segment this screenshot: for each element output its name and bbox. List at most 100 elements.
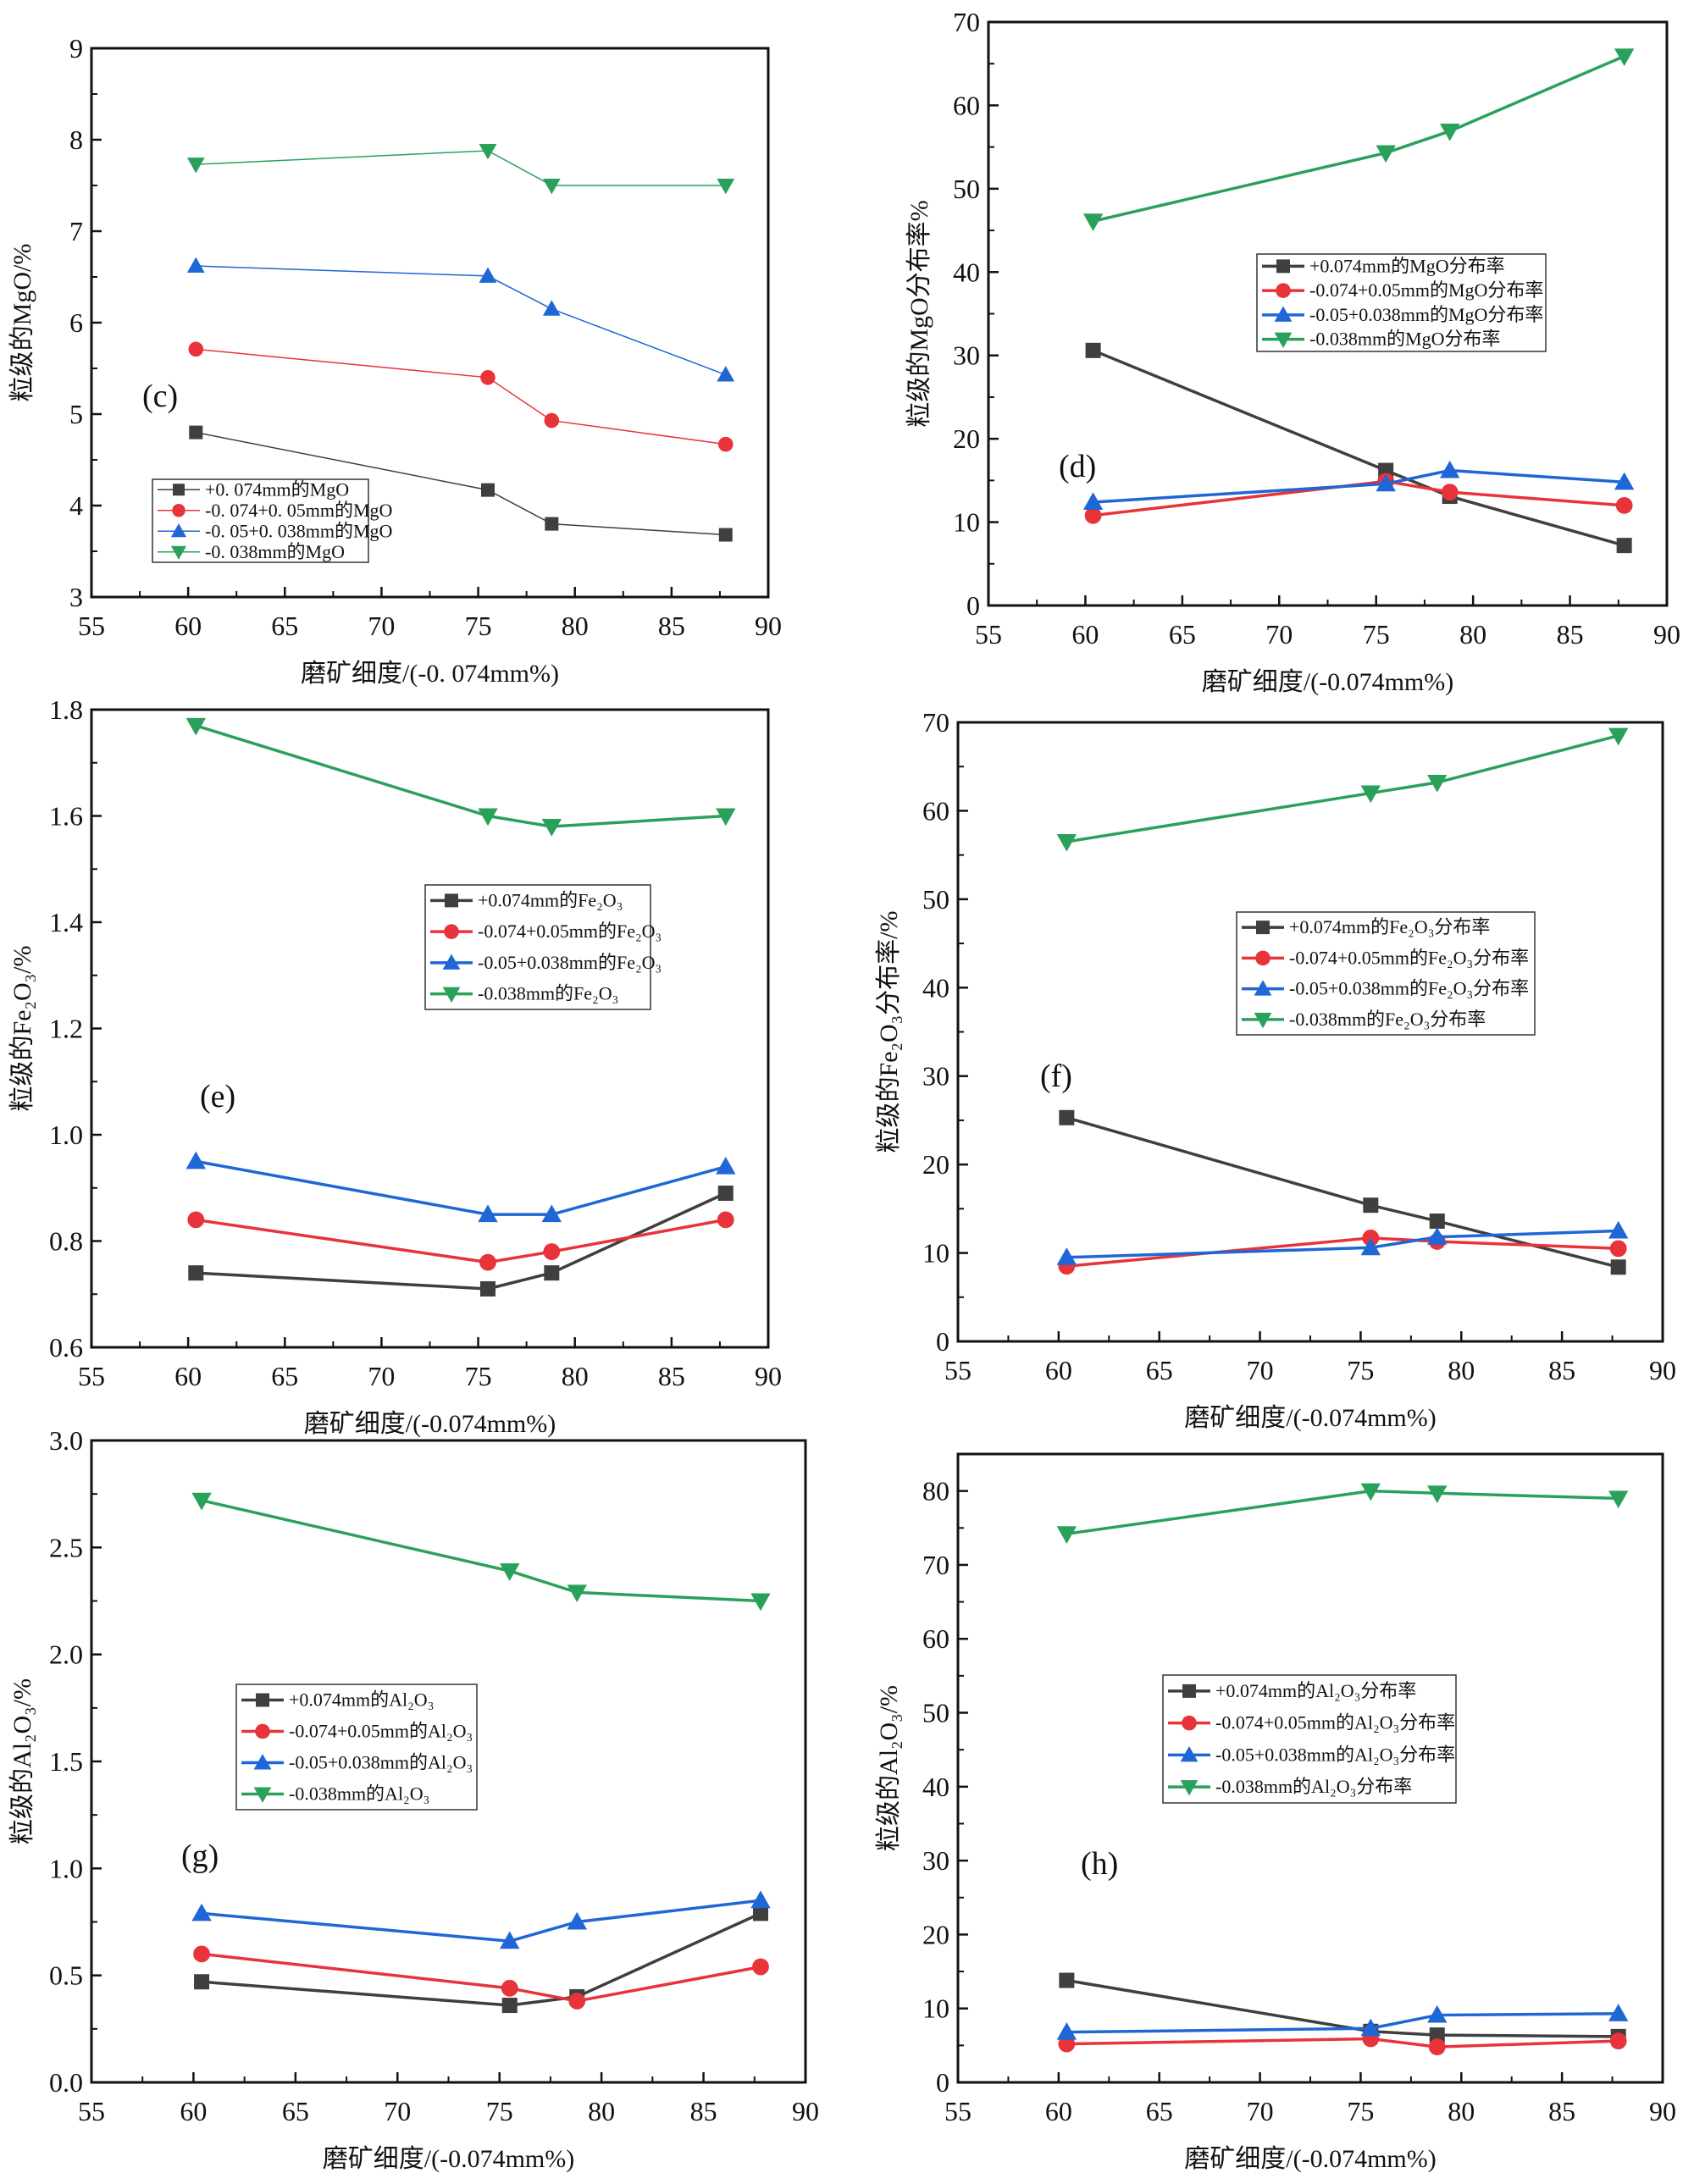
- y-tick-label: 40: [922, 1772, 949, 1802]
- data-point: [1614, 472, 1635, 490]
- data-point: [186, 158, 205, 174]
- legend-entry: -0.074+0.05mm的Al₂O₃分布率: [1215, 1712, 1455, 1733]
- y-tick-label: 30: [922, 1845, 949, 1876]
- legend-box: [235, 1684, 478, 1811]
- data-point: [1059, 1109, 1075, 1125]
- x-tick-label: 70: [1247, 2096, 1274, 2126]
- data-point: [752, 1958, 769, 1976]
- data-point: [501, 1979, 518, 1997]
- y-tick-label: 3: [69, 582, 83, 612]
- legend: +0.074mm的Al₂O₃分布率 -0.074+0.05mm的Al₂O₃分布率 -…: [1162, 1674, 1457, 1804]
- y-tick-label: 0.6: [49, 1332, 83, 1363]
- legend: +0. 074mm的MgO-0. 074+0. 05mm的MgO-0. 05+0…: [152, 478, 392, 563]
- data-point: [1360, 2018, 1381, 2037]
- data-point: [480, 483, 495, 497]
- data-point: [544, 1265, 560, 1281]
- series-line-3: [196, 150, 726, 186]
- data-point: [717, 1211, 734, 1229]
- legend-marker: [1182, 1684, 1196, 1698]
- x-tick-label: 55: [944, 2096, 972, 2126]
- legend-entry: -0.074+0.05mm的Al₂O₃: [289, 1721, 473, 1742]
- legend-entry: -0.05+0.038mm的MgO分布率: [1309, 304, 1543, 325]
- y-tick-label: 10: [922, 1238, 949, 1269]
- data-point: [1608, 2004, 1629, 2021]
- legend: +0.074mm的MgO分布率 -0.074+0.05mm的MgO分布率 -0.05…: [1256, 253, 1547, 352]
- x-axis-title: 磨矿细度/(-0.074mm%): [1184, 1404, 1436, 1432]
- legend-marker: [1182, 1715, 1197, 1731]
- x-tick-label: 90: [755, 611, 782, 641]
- panel-label: (e): [200, 1079, 235, 1114]
- series-line-0: [1066, 1978, 1619, 2038]
- data-point: [545, 517, 559, 531]
- series-line-2: [196, 265, 727, 376]
- y-axis-title: 粒级的Fe₂O₃分布率/%: [875, 911, 903, 1153]
- x-tick-label: 65: [1169, 619, 1196, 650]
- x-tick-label: 85: [658, 1361, 685, 1391]
- panel-label: (g): [181, 1838, 219, 1874]
- y-tick-label: 1.0: [49, 1853, 83, 1883]
- legend-marker: [444, 924, 459, 939]
- legend-marker: [1276, 283, 1291, 298]
- x-tick-label: 90: [1649, 2096, 1676, 2126]
- x-axis-title: 磨矿细度/(-0.074mm%): [304, 1410, 556, 1438]
- data-point: [479, 1280, 495, 1297]
- data-point: [1427, 1485, 1448, 1503]
- x-tick-label: 60: [180, 2096, 207, 2126]
- legend-entry: -0.038mm的Fe₂O₃: [478, 983, 618, 1004]
- legend-box: [1236, 911, 1536, 1036]
- data-point: [717, 436, 734, 452]
- x-tick-label: 85: [1557, 619, 1584, 650]
- legend-marker: [1256, 921, 1270, 935]
- series-line-1: [196, 1218, 727, 1264]
- legend-marker: [172, 504, 185, 517]
- data-point: [1360, 1483, 1381, 1501]
- legend-marker: [1180, 1745, 1199, 1762]
- panel-label: (h): [1081, 1846, 1118, 1882]
- x-tick-label: 85: [1548, 2096, 1575, 2126]
- series-line-0: [1092, 349, 1625, 547]
- y-axis-title: 粒级的MgO分布率%: [905, 200, 933, 427]
- data-point: [1056, 2021, 1077, 2040]
- data-point: [185, 1151, 206, 1169]
- x-tick-label: 75: [1363, 619, 1390, 650]
- y-tick-label: 20: [922, 1919, 949, 1949]
- panel-label: (d): [1059, 449, 1096, 484]
- legend-entry: -0.05+0.038mm的Al₂O₃分布率: [1215, 1744, 1455, 1765]
- data-point: [501, 1998, 518, 2014]
- data-point: [191, 1903, 212, 1921]
- y-tick-label: 1.0: [49, 1120, 83, 1150]
- legend-entry: -0.05+0.038mm的Fe₂O₃分布率: [1289, 978, 1529, 999]
- legend-entry: -0. 05+0. 038mm的MgO: [205, 520, 392, 541]
- legend-marker: [255, 1723, 270, 1739]
- x-tick-label: 80: [562, 1361, 589, 1391]
- y-tick-label: 60: [922, 795, 949, 826]
- data-point: [1428, 2038, 1446, 2055]
- x-tick-label: 60: [1045, 1355, 1072, 1385]
- x-tick-label: 65: [271, 1361, 298, 1391]
- x-axis-title: 磨矿细度/(-0.074mm%): [323, 2145, 574, 2173]
- legend-entry: +0.074mm的Al₂O₃分布率: [1215, 1680, 1416, 1701]
- data-point: [567, 1911, 587, 1930]
- legend-marker: [1254, 1012, 1272, 1029]
- x-tick-label: 80: [562, 611, 589, 641]
- data-point: [191, 1492, 212, 1511]
- legend-marker: [442, 954, 461, 970]
- legend-marker: [1274, 306, 1293, 322]
- y-tick-label: 2.0: [49, 1639, 83, 1670]
- legend-box: [424, 884, 651, 1010]
- data-point: [541, 1204, 562, 1223]
- legend-marker: [1276, 259, 1290, 274]
- series-line-0: [201, 1911, 761, 2007]
- data-point: [718, 528, 733, 542]
- data-point: [479, 1253, 496, 1271]
- legend-box: [1162, 1674, 1457, 1804]
- y-tick-label: 0: [966, 590, 980, 621]
- x-tick-label: 55: [78, 1361, 105, 1391]
- chart-panel-1: 55 60 65 70 75 80 85 90 0 10 20 30 40 50 60 70 磨矿细度/(-0.…: [905, 7, 1680, 696]
- series-line-2: [1093, 468, 1625, 504]
- data-point: [568, 1993, 586, 2010]
- chart-panel-0: 55 60 65 70 75 80 85 90 3 4 5 6 7 8 9 磨矿细度/(-0. 074mm%)…: [8, 33, 782, 688]
- series-line-3: [1093, 54, 1625, 223]
- x-tick-label: 65: [1146, 1355, 1173, 1385]
